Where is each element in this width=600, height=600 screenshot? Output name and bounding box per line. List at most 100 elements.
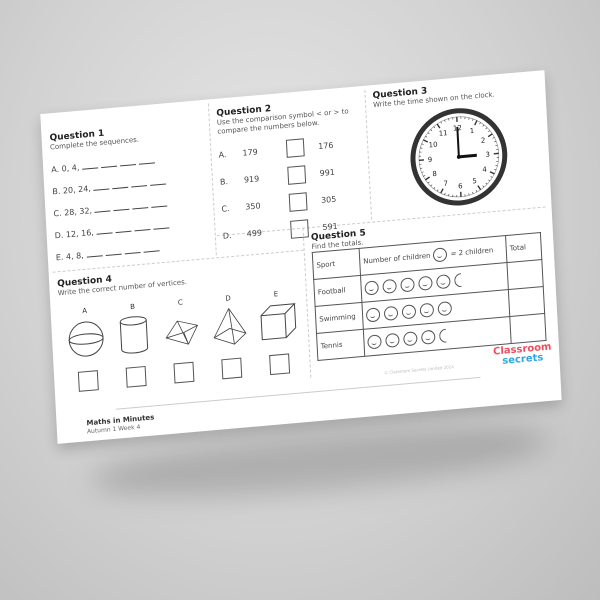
answer-blank[interactable] [94,210,111,213]
tick [487,133,493,138]
row-label: C. [221,203,230,214]
answer-blank[interactable] [134,229,151,232]
answer-blank[interactable] [124,252,141,255]
comparison-row: C. 350 305 [221,187,362,217]
shape-c: C [158,297,206,385]
shape-label: D [225,294,232,303]
question-3: Question 3 Write the time shown on the c… [364,70,551,221]
tick [484,127,487,130]
tick [487,130,490,133]
answer-blank[interactable] [96,232,113,235]
answer-blank[interactable] [113,208,130,212]
clock-number: 4 [482,165,487,173]
tick [489,171,495,175]
shape-b: B [110,301,158,389]
half-smiley-icon [453,273,462,288]
answer-blank[interactable] [132,207,149,210]
tick [467,117,469,120]
answer-box[interactable] [285,138,305,158]
tick [475,190,477,193]
copyright: © Classroom Secrets Limited 2024 [383,364,454,376]
tick [418,151,421,153]
sport-cell: Swimming [315,302,364,334]
answer-blank[interactable] [81,167,98,170]
clock-number: 3 [485,151,490,159]
tick [490,176,493,178]
clock-number: 11 [438,129,447,138]
answer-blank[interactable] [112,186,129,190]
logo-line2: secrets [502,352,544,367]
shape-label: E [273,290,279,299]
clock-icon: 121234567891011 [409,108,507,206]
number-right: 176 [317,140,334,151]
tick [422,175,425,177]
square-pyramid-icon [207,305,253,351]
pictogram-table: Sport Number of children = 2 children To… [312,232,547,361]
tick [433,126,435,129]
tick [473,120,478,126]
tick [421,171,424,173]
tick [476,185,481,191]
tick [494,144,497,147]
tick [439,121,442,124]
answer-blank[interactable] [93,188,110,191]
total-cell[interactable] [509,313,547,344]
row-label: D. [222,230,232,241]
shape-d: D [206,293,254,381]
answer-blank[interactable] [131,185,148,188]
tick [429,129,432,132]
tick [427,132,430,135]
answer-blank[interactable] [119,164,136,167]
tick [484,182,487,185]
answer-blank[interactable] [151,205,168,208]
answer-blank[interactable] [138,162,155,165]
answer-box[interactable] [125,365,147,388]
tick [443,119,446,122]
answer-blank[interactable] [100,165,117,169]
worksheet: Question 1 Complete the sequences. A. 0,… [40,70,562,444]
answer-blank[interactable] [150,183,167,186]
tick [447,118,449,121]
answer-blank[interactable] [105,253,122,257]
clock-number: 6 [457,182,462,190]
sport-cell: Tennis [316,329,365,361]
clock-number: 5 [472,177,477,185]
answer-box[interactable] [221,357,243,380]
smiley-icon [403,331,418,347]
answer-box[interactable] [77,370,99,392]
total-cell[interactable] [506,259,544,290]
tick [419,147,422,149]
tick [487,179,490,182]
shape-label: A [82,306,88,316]
sequence-item: B. 20, 24, [52,174,204,196]
tick [436,189,438,192]
tick [424,176,430,181]
tick [492,137,495,139]
row-label: A. [218,149,227,160]
answer-blank[interactable] [115,230,132,234]
tick [443,192,446,195]
smiley-icon [437,301,453,317]
smiley-icon [367,334,382,350]
number-right: 991 [319,167,336,178]
answer-blank[interactable] [86,255,103,258]
answer-blank[interactable] [143,250,160,253]
answer-blank[interactable] [153,227,170,230]
smiley-icon [400,277,415,293]
answer-box[interactable] [269,353,291,376]
tick [493,140,496,143]
sequence-item: C. 28, 32, [53,196,205,218]
answer-box[interactable] [288,192,308,212]
answer-box[interactable] [173,361,195,384]
smiley-icon [419,302,435,318]
tick [429,184,432,187]
sequence-label: E. 4, 8, [55,250,84,263]
sequence-label: D. 12, 16, [54,227,95,241]
sequence-label: B. 20, 24, [52,184,92,197]
classroom-secrets-logo: Classroom secrets [493,342,552,368]
tick [422,139,428,143]
answer-box[interactable] [287,165,307,185]
total-cell[interactable] [508,286,545,317]
header-sport: Sport [312,248,361,280]
tick [478,122,481,125]
